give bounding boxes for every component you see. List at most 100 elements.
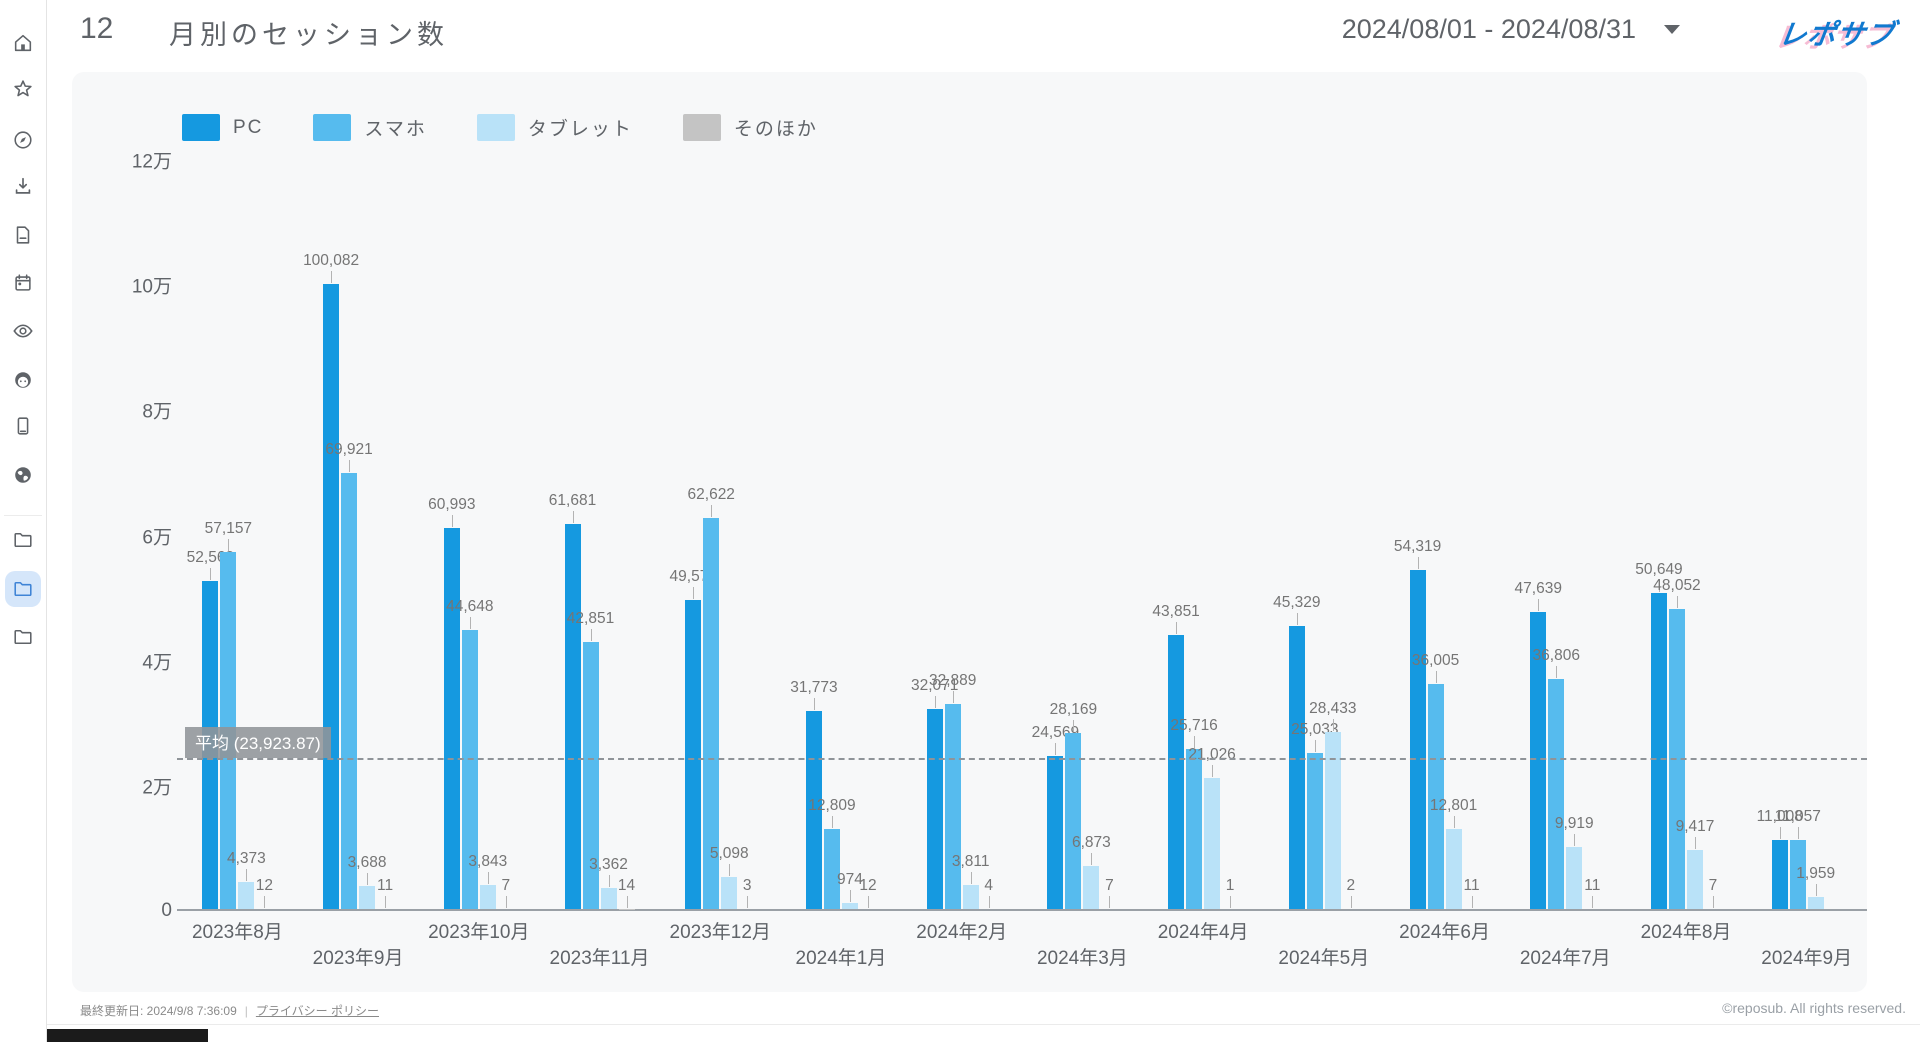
y-axis-label: 0 (161, 900, 172, 921)
bar-value-label: 60,993 (428, 496, 476, 514)
bar-PC (805, 710, 822, 909)
home-icon[interactable] (5, 25, 41, 61)
privacy-policy-link[interactable]: プライバシー ポリシー (255, 1004, 379, 1018)
bar-value-label: 11 (377, 876, 394, 894)
label-connector (1055, 742, 1057, 755)
bar-slot: 47,639 (1515, 160, 1562, 909)
bar-value-label: 48,052 (1653, 577, 1701, 595)
legend-swatch (182, 114, 220, 141)
x-axis-label: 2024年6月 (1399, 922, 1490, 943)
bar-value-label: 4,373 (226, 849, 266, 867)
y-axis-label: 6万 (142, 527, 172, 548)
bar-slot: 1,959 (1796, 160, 1835, 909)
bar-slot: 49,575 (670, 160, 717, 909)
bar-slot: 31,773 (790, 160, 838, 909)
label-connector (1538, 598, 1540, 611)
label-connector (264, 895, 266, 908)
legend-item-PC[interactable]: PC (182, 114, 263, 141)
bar-PC (1288, 626, 1305, 909)
bar-PC (1409, 569, 1426, 909)
calendar-icon[interactable] (5, 265, 41, 301)
document-icon[interactable] (5, 217, 41, 253)
globe-icon[interactable] (5, 457, 41, 493)
bar-value-label: 3 (742, 876, 752, 894)
bar-value-label: 5,098 (709, 845, 749, 863)
bar-PC (685, 599, 702, 909)
average-line (177, 757, 1867, 760)
date-range-selector[interactable]: 2024/08/01 - 2024/08/31 (1342, 14, 1680, 45)
bar-value-label: 7 (1708, 876, 1718, 894)
bar-タブレット (1686, 850, 1703, 909)
bar-スマホ (703, 518, 720, 909)
label-connector (451, 515, 453, 528)
bar-value-label: 54,319 (1393, 537, 1442, 555)
label-connector (813, 697, 815, 710)
bar-slot: 48,052 (1653, 160, 1701, 909)
bar-slot: 12 (256, 160, 273, 909)
bar-タブレット (721, 877, 738, 909)
bar-タブレット (1566, 847, 1583, 909)
label-connector (711, 505, 713, 518)
bar-slot: 32,889 (929, 160, 976, 909)
label-connector (367, 872, 369, 885)
page-title: 月別のセッション数 (169, 20, 448, 50)
star-icon[interactable] (5, 71, 41, 107)
average-label: 平均 (23,923.87) (185, 726, 331, 758)
bar-slot: 1 (1222, 160, 1238, 909)
bar-slot: 3,811 (952, 160, 989, 909)
label-connector (849, 889, 851, 902)
bar-スマホ (823, 829, 840, 909)
bar-value-label: 45,329 (1273, 594, 1321, 612)
folder-icon[interactable] (5, 522, 41, 558)
bar-スマホ (944, 703, 961, 909)
label-connector (831, 816, 833, 829)
x-axis-label: 2024年8月 (1640, 922, 1732, 943)
legend-item-そのほか[interactable]: そのほか (682, 114, 818, 141)
legend-swatch (313, 114, 352, 141)
bar-value-label: 7 (1105, 876, 1114, 894)
eye-icon[interactable] (5, 313, 41, 349)
bar-スマホ (1065, 733, 1082, 909)
bar-タブレット (962, 885, 979, 909)
bar-スマホ (1306, 752, 1323, 909)
bar-value-label: 25,716 (1170, 716, 1218, 734)
label-connector (469, 617, 471, 630)
face-icon[interactable] (5, 362, 41, 398)
bar-slot: 28,169 (1050, 160, 1097, 909)
bar-value-label: 9,919 (1554, 815, 1594, 833)
bar-スマホ (461, 630, 478, 909)
bar-slot: 12 (859, 160, 877, 909)
bar-group-2024年4月: 43,851 25,716 21,026 1 2024年4月 (1143, 160, 1264, 943)
bar-value-label: 7 (501, 876, 511, 894)
label-connector (1212, 764, 1214, 777)
bar-value-label: 28,169 (1049, 701, 1098, 719)
compass-icon[interactable] (5, 122, 41, 158)
bar-slot: 50,649 (1635, 160, 1683, 909)
bar-value-label: 6,873 (1071, 834, 1111, 852)
last-updated-text: 最終更新日: 2024/9/8 7:36:09 (80, 1004, 237, 1018)
bar-タブレット (841, 902, 858, 909)
bar-スマホ (1789, 840, 1806, 909)
legend-swatch (682, 114, 721, 141)
date-range-text: 2024/08/01 - 2024/08/31 (1341, 14, 1636, 44)
legend-item-スマホ[interactable]: スマホ (313, 114, 426, 141)
legend-item-タブレット[interactable]: タブレット (476, 114, 633, 141)
bar-slot: 11 (377, 160, 393, 909)
bar-タブレット (1083, 866, 1100, 909)
folder-icon[interactable] (5, 619, 41, 655)
download-icon[interactable] (5, 168, 41, 204)
smartphone-icon[interactable] (5, 408, 41, 444)
folder-icon-selected[interactable] (5, 571, 41, 607)
bar-group-2024年3月: 24,569 28,169 6,873 7 2024年3月 (1022, 160, 1143, 969)
x-axis-label: 2024年9月 (1761, 948, 1853, 969)
bar-group-2024年1月: 31,773 12,809 974 12 2024年1月 (781, 160, 902, 969)
bar-slot: 43,851 (1152, 160, 1200, 909)
label-connector (970, 872, 972, 885)
bar-スマホ (582, 641, 599, 909)
bar-タブレット (1445, 829, 1462, 909)
bar-chart-plot: 52,562 57,157 4,373 12 2023年8月 100,082 69,921 3… (177, 160, 1867, 969)
bar-slot: 62,622 (688, 160, 735, 909)
label-connector (1350, 896, 1352, 908)
label-connector (1694, 837, 1696, 850)
page-number: 12 (80, 12, 114, 45)
